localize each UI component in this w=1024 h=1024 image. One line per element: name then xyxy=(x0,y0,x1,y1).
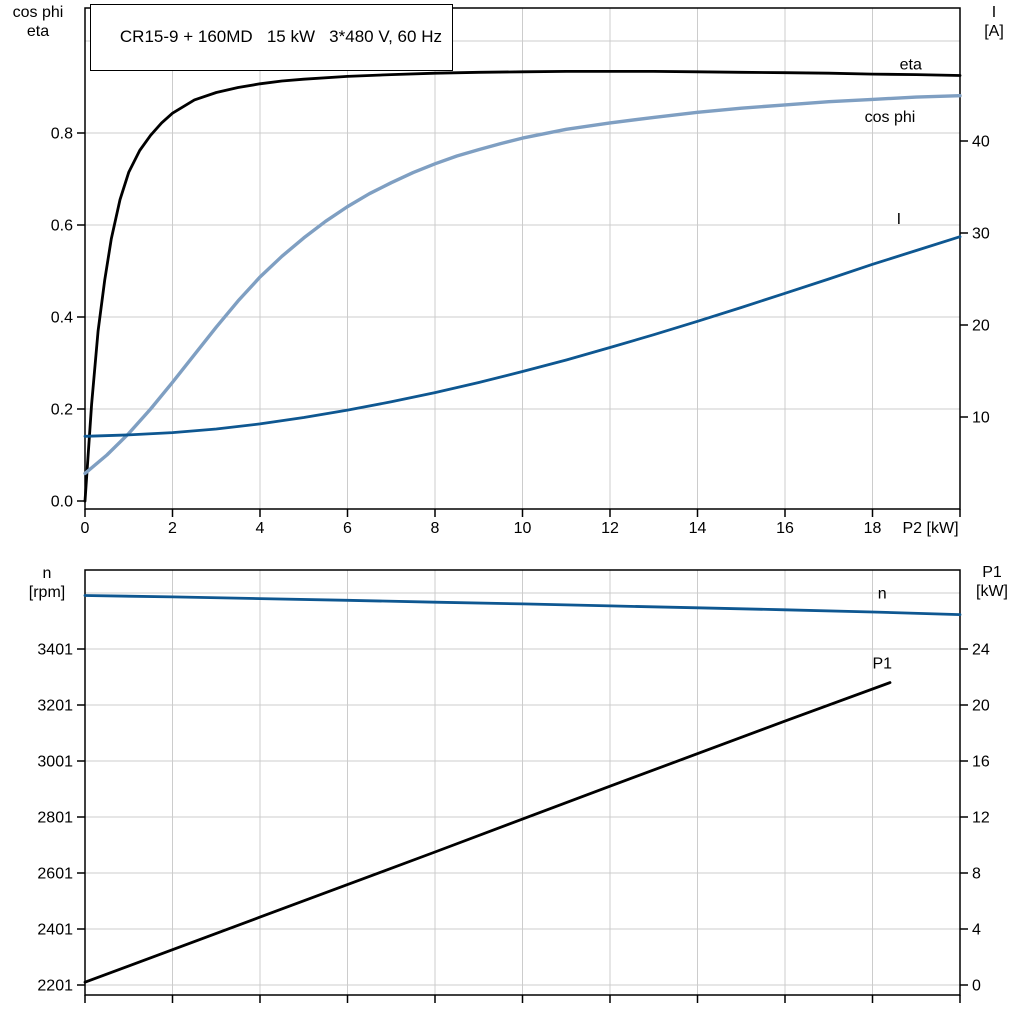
axis-title-speed: n xyxy=(42,565,52,582)
x-tick-label: 4 xyxy=(256,520,265,537)
left-tick-label: 2401 xyxy=(37,922,73,939)
x-tick-label: 8 xyxy=(431,520,440,537)
curve-eta xyxy=(83,70,962,503)
right-tick-label: 20 xyxy=(972,318,990,335)
x-tick-label: 16 xyxy=(776,520,794,537)
curve-label-n: n xyxy=(878,585,887,602)
x-tick-label: 14 xyxy=(689,520,707,537)
axis-title-p1-unit: [kW] xyxy=(976,583,1008,600)
curve-P1 xyxy=(83,681,892,984)
bottom-left-axis-title: n [rpm] xyxy=(14,564,80,602)
chart-title-box: CR15-9 + 160MD 15 kW 3*480 V, 60 Hz xyxy=(90,4,453,71)
right-tick-label: 30 xyxy=(972,226,990,243)
x-tick-label: 6 xyxy=(343,520,352,537)
curve-label-P1: P1 xyxy=(873,656,893,673)
curve-n xyxy=(83,594,962,616)
right-tick-label: 20 xyxy=(972,698,990,715)
top-left-axis-title: cos phi eta xyxy=(4,3,72,41)
bottom-right-axis-title: P1 [kW] xyxy=(964,563,1020,601)
left-tick-label: 3401 xyxy=(37,642,73,659)
right-tick-label: 4 xyxy=(972,922,981,939)
chart-title: CR15-9 + 160MD 15 kW 3*480 V, 60 Hz xyxy=(119,27,442,46)
left-tick-label: 3201 xyxy=(37,698,73,715)
axis-title-speed-unit: [rpm] xyxy=(28,584,66,601)
left-tick-label: 2801 xyxy=(37,810,73,827)
x-axis-label: P2 [kW] xyxy=(903,520,959,537)
right-tick-label: 40 xyxy=(972,134,990,151)
right-tick-label: 8 xyxy=(972,866,981,883)
curve-label-cos-phi: cos phi xyxy=(865,109,916,126)
x-tick-label: 0 xyxy=(81,520,90,537)
axis-title-eta: eta xyxy=(26,23,50,40)
x-tick-label: 12 xyxy=(601,520,619,537)
left-tick-label: 0.2 xyxy=(51,402,73,419)
axis-title-current-unit: [A] xyxy=(984,23,1004,40)
left-tick-label: 0.8 xyxy=(51,126,73,143)
left-tick-label: 0.6 xyxy=(51,218,73,235)
axis-title-p1: P1 xyxy=(982,564,1002,581)
axis-title-cosphi: cos phi xyxy=(12,4,64,21)
left-tick-label: 3001 xyxy=(37,754,73,771)
right-tick-label: 12 xyxy=(972,810,990,827)
right-tick-label: 16 xyxy=(972,754,990,771)
left-tick-label: 2201 xyxy=(37,978,73,995)
curve-label-eta: eta xyxy=(900,57,922,74)
right-tick-label: 0 xyxy=(972,978,981,995)
x-tick-label: 2 xyxy=(168,520,177,537)
top-right-axis-title: I [A] xyxy=(968,3,1020,41)
curve-I xyxy=(83,235,962,438)
curve-label-I: I xyxy=(897,211,901,228)
x-tick-label: 10 xyxy=(514,520,532,537)
left-tick-label: 2601 xyxy=(37,866,73,883)
x-tick-label: 18 xyxy=(864,520,882,537)
right-tick-label: 24 xyxy=(972,642,990,659)
right-tick-label: 10 xyxy=(972,410,990,427)
curve-cos-phi xyxy=(83,94,962,476)
axis-title-current: I xyxy=(991,4,997,21)
left-tick-label: 0.0 xyxy=(51,494,73,511)
left-tick-label: 0.4 xyxy=(51,310,73,327)
